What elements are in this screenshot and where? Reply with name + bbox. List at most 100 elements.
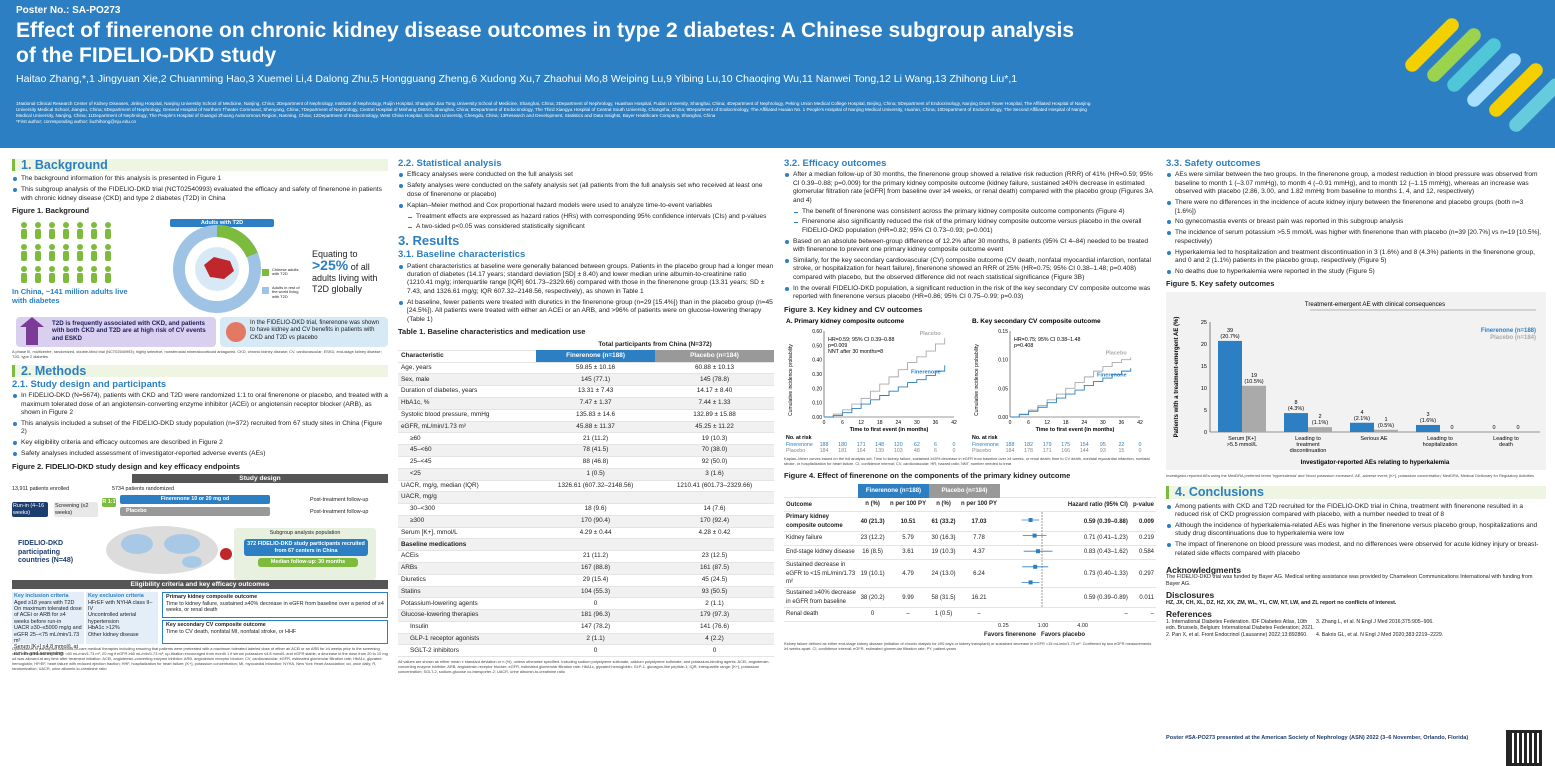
- qr-code[interactable]: [1506, 730, 1542, 766]
- table-cell: 2 (1.1): [655, 597, 774, 611]
- forest-row: Sustained ≥40% decrease in eGFR from bas…: [784, 587, 1156, 609]
- risk-value: 171: [857, 442, 866, 448]
- table-row: Statins 104 (55.3) 93 (50.5): [398, 586, 774, 599]
- km-xtick: 0: [823, 420, 826, 426]
- table-cell: 14 (7.6): [655, 503, 774, 516]
- table-cell: 0: [536, 597, 656, 611]
- safety-bullet: No deaths due to hyperkalemia were repor…: [1166, 268, 1546, 276]
- safety-heading: 3.3. Safety outcomes: [1166, 158, 1261, 169]
- fig4-header: n (%): [858, 497, 888, 513]
- bar-category-label: treatment: [1296, 442, 1320, 448]
- bar-ytick: 15: [1201, 364, 1207, 370]
- header-decoration: [1405, 0, 1555, 148]
- safety-bullet: There were no differences in the inciden…: [1166, 199, 1546, 216]
- forest-cell: 0: [858, 607, 888, 623]
- poster-number: Poster No.: SA-PO273: [16, 5, 121, 16]
- risk-value: 15: [1118, 448, 1124, 453]
- table-1-header: Characteristic: [398, 350, 537, 363]
- bar: [1284, 412, 1308, 432]
- table-cell: Age, years: [398, 362, 537, 375]
- stats-bullet: Kaplan–Meier method and Cox proportional…: [398, 202, 774, 210]
- figure-4-title: Figure 4. Effect of finerenone on the co…: [784, 471, 1071, 481]
- figure-4-body: Primary kidney composite outcome 40 (21.3…: [784, 511, 1156, 623]
- bar-category-label: Leading to: [1427, 436, 1453, 442]
- reference-item: 4. Bakris GL, et al. N Engl J Med 2020;3…: [1316, 631, 1444, 638]
- table-row: Serum [K+], mmol/L 4.29 ± 0.44 4.28 ± 0.42: [398, 527, 774, 540]
- table-cell: 45–<60: [398, 444, 537, 457]
- bar-data-label: 4: [1360, 410, 1363, 416]
- km-ytick: 0.15: [998, 329, 1008, 335]
- fidelio-benefit-box: In the FIDELIO-DKD trial, finerenone was…: [250, 319, 380, 341]
- fig4-header: n per 100 PY: [887, 497, 929, 513]
- forest-cell: –: [958, 607, 1000, 623]
- table-cell: Serum [K+], mmol/L: [398, 527, 537, 540]
- forest-cell: –: [887, 607, 929, 623]
- risk-value: 95: [1100, 442, 1106, 448]
- km-line-placebo: [824, 338, 946, 418]
- bar-data-label: 3: [1426, 412, 1429, 418]
- risk-group: Finerenone: [972, 442, 999, 448]
- follow-up-2: Post-treatment follow-up: [310, 509, 369, 516]
- km-xtick: 24: [1082, 420, 1088, 426]
- bar-data-label: (1.1%): [1312, 420, 1328, 426]
- median-followup: Median follow-up: 30 months: [258, 558, 358, 567]
- follow-up-1: Post-treatment follow-up: [310, 497, 369, 504]
- methods-heading: 2. Methods: [12, 364, 388, 377]
- bar: [1242, 385, 1266, 432]
- table-1: Total participants from China (N=372) Ch…: [398, 339, 774, 658]
- table-cell: 0: [655, 644, 774, 658]
- figure-4-table: Finerenone (n=188) Placebo (n=184) Outco…: [784, 483, 1156, 623]
- methods-bullet: Key eligibility criteria and efficacy ou…: [12, 439, 388, 447]
- bar-ytick: 10: [1201, 386, 1207, 392]
- references-heading: References: [1166, 609, 1212, 620]
- forest-cell: –: [999, 607, 1130, 623]
- table-cell: Glucose-lowering therapies: [398, 609, 537, 622]
- table-1-body: Age, years 59.85 ± 10.16 60.88 ± 10.13 Sex,…: [398, 362, 774, 658]
- table-cell: <25: [398, 468, 537, 481]
- table-cell: 3 (1.6): [655, 468, 774, 481]
- table-cell: 145 (77.1): [536, 373, 656, 387]
- bar-data-label: (10.5%): [1244, 379, 1263, 385]
- table-row: ARBs 167 (88.8) 161 (87.5): [398, 562, 774, 575]
- bar-category-label: Serious AE: [1360, 436, 1388, 442]
- references: 1. International Diabetes Federation. ID…: [1166, 619, 1466, 638]
- table-cell: Insulin: [398, 621, 537, 634]
- poster-title: Effect of finerenone on chronic kidney d…: [16, 19, 1075, 67]
- table-cell: 25–<45: [398, 456, 537, 469]
- figure-5-footnote: Investigator-reported AEs using the MedD…: [1166, 473, 1535, 479]
- table-cell: 1 (0.5): [536, 468, 656, 481]
- forest-cell: 0.59 (0.39–0.88): [999, 511, 1130, 533]
- fig4-header: Hazard ratio (95% CI): [999, 497, 1130, 513]
- km-annotation: HR=0.75; 95% CI 0.38–1.48: [1014, 337, 1080, 343]
- table-row: Systolic blood pressure, mmHg 135.83 ± 14…: [398, 409, 774, 422]
- efficacy-bullet: In the overall FIDELIO-DKD population, a…: [784, 285, 1156, 302]
- km-title: A. Primary kidney composite outcome: [786, 318, 905, 325]
- risk-value: 175: [1061, 442, 1070, 448]
- forest-point: [1032, 533, 1037, 538]
- bar-data-label: 1: [1384, 417, 1387, 423]
- km-ylabel: Cumulative incidence probability: [788, 344, 794, 416]
- table-cell: [655, 538, 774, 552]
- forest-axis-labels: 0.25 1.00 4.00: [998, 623, 1088, 630]
- affiliations: 1National Clinical Research Center of Ki…: [16, 101, 1091, 124]
- forest-row: Primary kidney composite outcome 40 (21.3…: [784, 511, 1156, 533]
- table-cell: Systolic blood pressure, mmHg: [398, 409, 537, 422]
- risk-value: 178: [1024, 448, 1033, 453]
- km-xtick: 36: [1119, 420, 1125, 426]
- forest-cell: 19 (10.1): [858, 559, 888, 589]
- secondary-outcome-box: Key secondary CV composite outcome Time t…: [162, 620, 388, 645]
- equating-text: Equating to >25% of all adults living wit…: [312, 248, 378, 294]
- conclusions-heading: 4. Conclusions: [1166, 486, 1546, 499]
- km-series-label: Finerenone: [1097, 372, 1127, 378]
- table-1-header: Finerenone (n=188): [536, 350, 656, 363]
- forest-cell: 38 (20.2): [858, 587, 888, 609]
- km-xtick: 42: [1137, 420, 1143, 426]
- results-bullet: Patient characteristics at baseline were…: [398, 263, 774, 297]
- table-1-header: Placebo (n=184): [655, 350, 774, 363]
- km-line-placebo: [1010, 357, 1132, 418]
- table-row: UACR, mg/g: [398, 491, 774, 505]
- risk-value: 166: [1061, 448, 1070, 453]
- fig4-header: Outcome: [784, 497, 858, 513]
- column-4: 3.3. Safety outcomes AEs were similar be…: [1166, 156, 1546, 766]
- reference-item: 1. International Diabetes Federation. ID…: [1166, 618, 1315, 632]
